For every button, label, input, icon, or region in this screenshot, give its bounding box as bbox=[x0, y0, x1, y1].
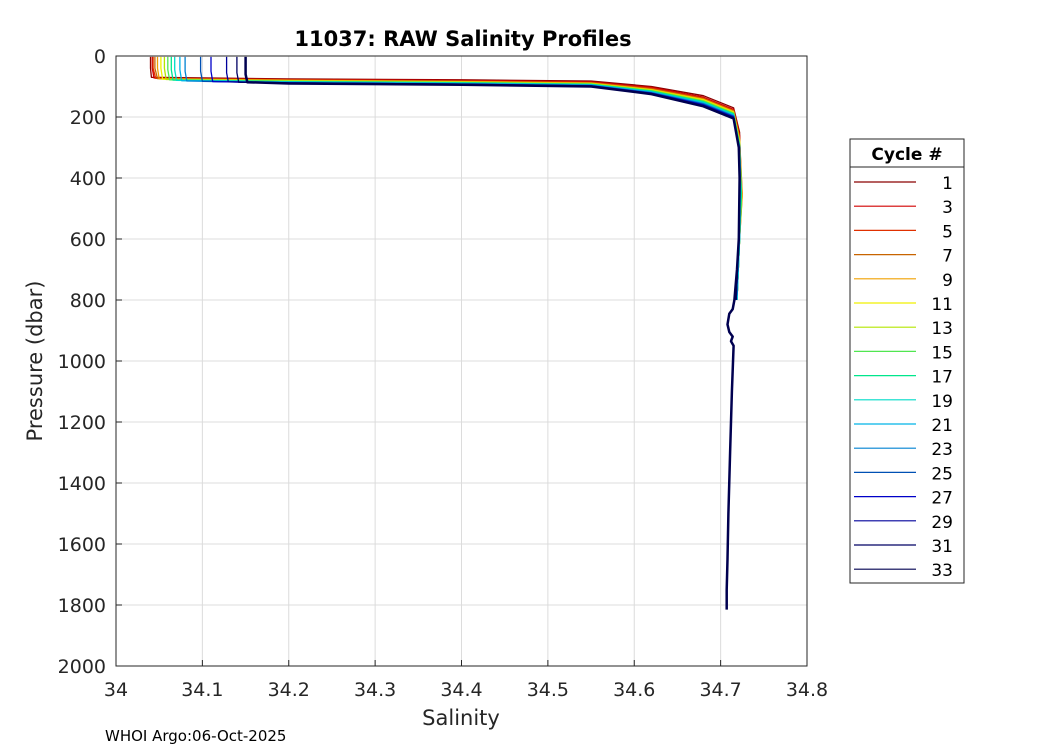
legend-label-cycle-27: 27 bbox=[931, 489, 953, 509]
y-tick-label: 1200 bbox=[58, 412, 106, 434]
profile-lines bbox=[149, 56, 743, 610]
legend-label-cycle-21: 21 bbox=[931, 416, 953, 436]
x-tick-label: 34 bbox=[104, 679, 128, 701]
chart-title: 11037: RAW Salinity Profiles bbox=[294, 27, 631, 51]
x-tick-label: 34.3 bbox=[354, 679, 396, 701]
footer-credit: WHOI Argo:06-Oct-2025 bbox=[105, 727, 286, 745]
legend-label-cycle-31: 31 bbox=[931, 537, 953, 557]
legend-label-cycle-5: 5 bbox=[942, 222, 953, 242]
y-tick-label: 2000 bbox=[58, 656, 106, 678]
legend-label-cycle-11: 11 bbox=[931, 295, 953, 315]
y-tick-label: 0 bbox=[94, 46, 106, 68]
x-axis-title: Salinity bbox=[422, 706, 500, 730]
legend-label-cycle-23: 23 bbox=[931, 440, 953, 460]
y-tick-label: 1400 bbox=[58, 473, 106, 495]
legend-title: Cycle # bbox=[871, 145, 942, 165]
x-tick-label: 34.2 bbox=[268, 679, 310, 701]
x-tick-label: 34.7 bbox=[699, 679, 741, 701]
y-tick-label: 600 bbox=[70, 229, 106, 251]
y-tick-label: 1800 bbox=[58, 595, 106, 617]
legend-label-cycle-3: 3 bbox=[942, 198, 953, 218]
legend-label-cycle-13: 13 bbox=[931, 319, 953, 339]
legend-label-cycle-1: 1 bbox=[942, 174, 953, 194]
legend-label-cycle-29: 29 bbox=[931, 513, 953, 533]
x-tick-label: 34.6 bbox=[613, 679, 655, 701]
y-tick-label: 400 bbox=[70, 168, 106, 190]
y-tick-label: 200 bbox=[70, 107, 106, 129]
x-tick-label: 34.4 bbox=[440, 679, 482, 701]
y-tick-label: 800 bbox=[70, 290, 106, 312]
x-tick-label: 34.1 bbox=[181, 679, 223, 701]
legend-label-cycle-19: 19 bbox=[931, 392, 953, 412]
profile-line-cycle-33 bbox=[244, 56, 741, 610]
x-tick-label: 34.8 bbox=[786, 679, 828, 701]
legend-label-cycle-17: 17 bbox=[931, 368, 953, 388]
legend-label-cycle-25: 25 bbox=[931, 464, 953, 484]
axis-ticks: 34 34.1 34.2 34.3 34.4 34.5 34.6 34.7 34.8 0 200 40… bbox=[58, 46, 829, 701]
legend-label-cycle-33: 33 bbox=[931, 561, 953, 581]
legend-label-cycle-7: 7 bbox=[942, 247, 953, 267]
y-tick-label: 1600 bbox=[58, 534, 106, 556]
legend-box bbox=[849, 138, 965, 584]
y-axis-title: Pressure (dbar) bbox=[23, 281, 47, 442]
y-tick-label: 1000 bbox=[58, 351, 106, 373]
legend-label-cycle-15: 15 bbox=[931, 343, 953, 363]
legend-label-cycle-9: 9 bbox=[942, 271, 953, 291]
x-tick-label: 34.5 bbox=[527, 679, 569, 701]
